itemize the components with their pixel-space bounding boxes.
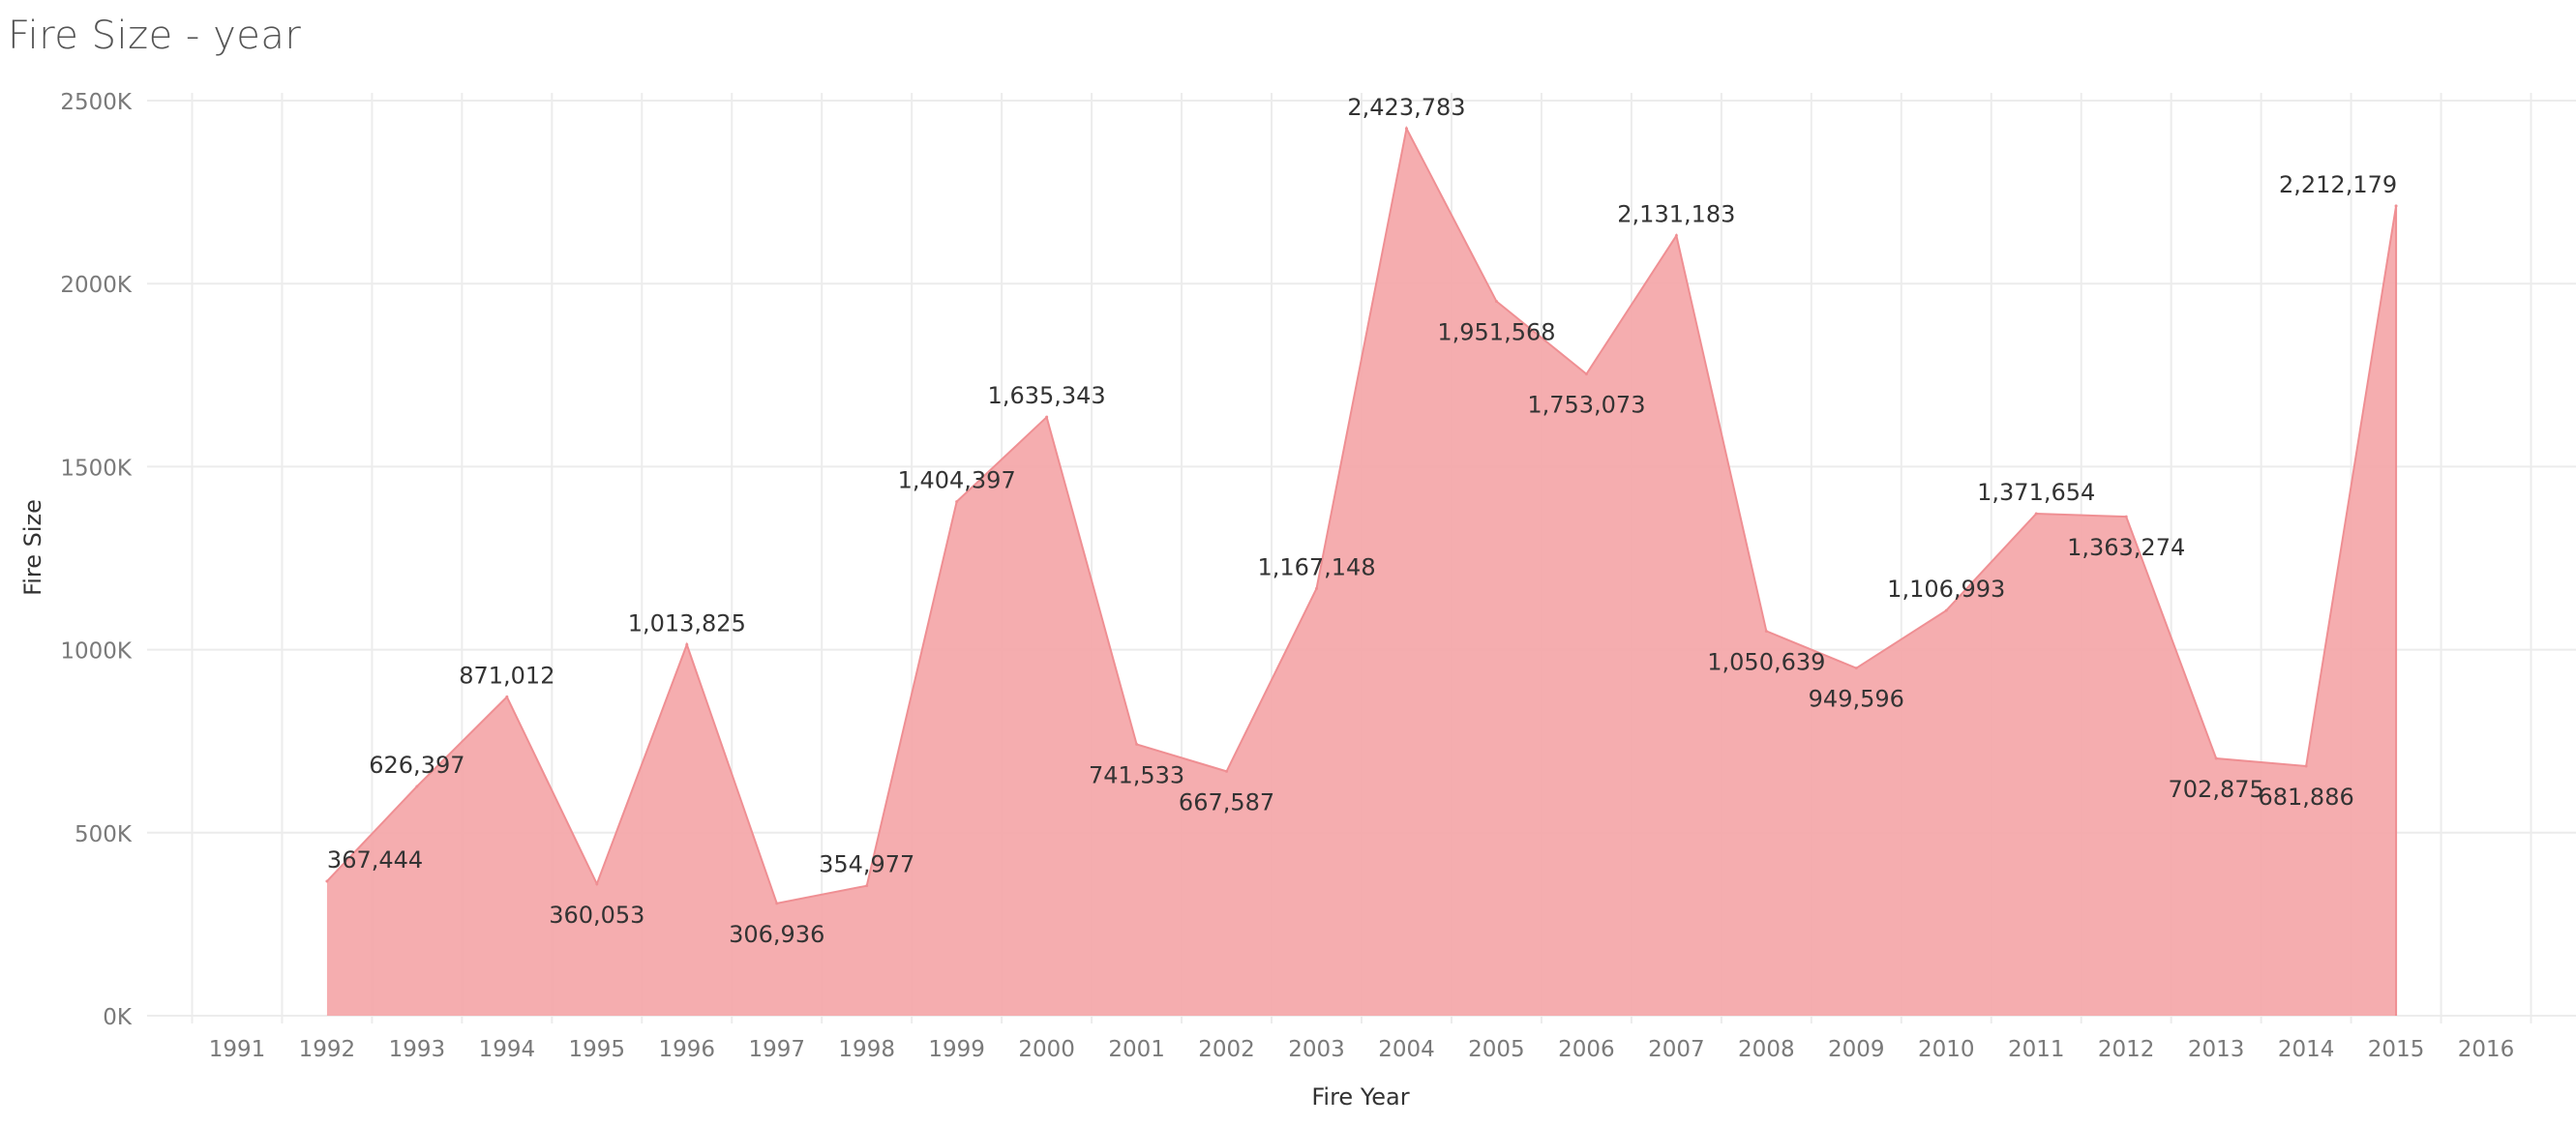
data-point <box>1854 667 1858 670</box>
area-fill <box>326 128 2397 1016</box>
y-tick-label: 500K <box>75 822 133 847</box>
y-tick-label: 2000K <box>60 273 133 298</box>
x-tick-label: 2000 <box>1018 1037 1075 1062</box>
x-tick-label: 2005 <box>1468 1037 1525 1062</box>
x-tick-label: 1994 <box>479 1037 536 1062</box>
data-label: 626,397 <box>369 752 464 779</box>
data-label: 1,106,993 <box>1887 576 2005 603</box>
x-tick-label: 1999 <box>928 1037 985 1062</box>
data-point <box>595 882 599 886</box>
data-point <box>2304 764 2308 768</box>
x-tick-label: 1991 <box>209 1037 266 1062</box>
x-tick-label: 1996 <box>659 1037 716 1062</box>
y-tick-label: 0K <box>103 1005 133 1030</box>
area-layer <box>325 125 2398 1016</box>
x-tick-label: 2012 <box>2098 1037 2155 1062</box>
data-point <box>1764 629 1768 633</box>
tick-layer: 0K 500K 1000K 1500K 2000K 2500K 1991 1992 1993 19… <box>60 90 2514 1062</box>
y-tick-label: 2500K <box>60 90 133 115</box>
data-label: 667,587 <box>1179 788 1274 815</box>
x-tick-label: 2002 <box>1198 1037 1255 1062</box>
x-tick-label: 2006 <box>1558 1037 1615 1062</box>
data-label: 1,404,397 <box>898 467 1016 494</box>
data-point <box>415 785 419 788</box>
data-point <box>1315 586 1319 590</box>
x-tick-label: 1992 <box>299 1037 356 1062</box>
x-tick-label: 1998 <box>838 1037 895 1062</box>
data-label: 354,977 <box>819 851 914 878</box>
data-label: 360,053 <box>549 902 644 929</box>
data-label: 2,423,783 <box>1347 94 1465 121</box>
x-tick-label: 2014 <box>2278 1037 2335 1062</box>
data-point <box>2124 515 2128 519</box>
data-point <box>1135 742 1139 746</box>
x-tick-label: 2010 <box>1918 1037 1975 1062</box>
y-tick-label: 1000K <box>60 639 133 665</box>
data-label: 702,875 <box>2169 776 2264 803</box>
data-point <box>685 642 689 646</box>
data-point <box>775 902 779 905</box>
data-label: 1,050,639 <box>1707 648 1825 675</box>
x-tick-label: 2001 <box>1108 1037 1165 1062</box>
data-label: 306,936 <box>729 921 824 948</box>
x-tick-label: 2008 <box>1738 1037 1795 1062</box>
data-point <box>865 884 869 888</box>
x-axis-label: Fire Year <box>1311 1083 1409 1111</box>
data-point <box>2214 756 2218 760</box>
data-point <box>1404 127 1408 131</box>
data-point <box>2034 512 2038 516</box>
data-point <box>1584 372 1588 376</box>
x-tick-label: 1995 <box>569 1037 626 1062</box>
data-point <box>325 879 329 883</box>
data-label: 871,012 <box>459 662 554 689</box>
x-tick-label: 2007 <box>1648 1037 1705 1062</box>
x-tick-label: 2011 <box>2008 1037 2065 1062</box>
data-label: 1,951,568 <box>1437 319 1555 346</box>
x-tick-label: 2013 <box>2188 1037 2245 1062</box>
data-label: 367,444 <box>327 846 423 874</box>
data-label: 1,167,148 <box>1257 553 1375 580</box>
data-label: 1,635,343 <box>988 382 1106 409</box>
data-label: 1,013,825 <box>628 609 746 637</box>
data-label: 1,371,654 <box>1977 479 2095 506</box>
data-label: 2,131,183 <box>1617 201 1735 228</box>
data-point <box>1225 769 1229 773</box>
data-label: 741,533 <box>1089 761 1184 788</box>
data-point <box>505 695 509 698</box>
x-tick-label: 2003 <box>1288 1037 1345 1062</box>
data-point <box>1944 608 1948 612</box>
x-tick-label: 2004 <box>1378 1037 1435 1062</box>
x-tick-label: 1993 <box>389 1037 446 1062</box>
x-tick-label: 2016 <box>2458 1037 2515 1062</box>
y-tick-label: 1500K <box>60 456 133 481</box>
x-tick-label: 2009 <box>1828 1037 1885 1062</box>
chart-title: Fire Size - year <box>8 14 302 58</box>
x-tick-label: 2015 <box>2368 1037 2425 1062</box>
data-label: 681,886 <box>2258 784 2353 811</box>
data-point <box>1494 300 1498 304</box>
data-label: 1,753,073 <box>1527 392 1645 419</box>
data-label: 949,596 <box>1809 686 1904 713</box>
x-tick-label: 1997 <box>748 1037 805 1062</box>
y-axis-label: Fire Size <box>19 499 46 596</box>
data-label: 2,212,179 <box>2279 171 2397 198</box>
data-point <box>955 500 959 504</box>
data-point <box>1045 415 1049 419</box>
label-layer: 367,444 626,397 871,012 360,053 1,013,825 306… <box>327 94 2397 948</box>
data-label: 1,363,274 <box>2067 534 2185 561</box>
data-point <box>2394 204 2398 208</box>
data-point <box>1674 234 1678 238</box>
